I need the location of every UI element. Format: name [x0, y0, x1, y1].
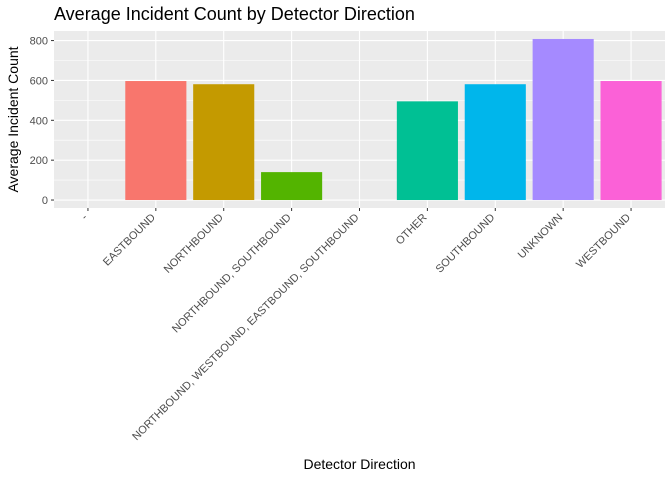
- x-tick-label: NORTHBOUND, SOUTHBOUND: [170, 212, 294, 336]
- chart-title: Average Incident Count by Detector Direc…: [54, 4, 415, 24]
- bar: [396, 101, 458, 201]
- bar: [464, 84, 526, 201]
- x-tick-label: UNKNOWN: [516, 212, 566, 262]
- x-tick-label: -: [79, 211, 90, 222]
- bar: [600, 81, 662, 201]
- x-tick-label: NORTHBOUND: [162, 212, 226, 276]
- x-tick-label: NORTHBOUND, WESTBOUND, EASTBOUND, SOUTHB…: [130, 212, 361, 443]
- bar: [125, 81, 187, 201]
- y-tick-label: 0: [42, 195, 48, 207]
- bar: [193, 84, 255, 201]
- x-tick-label: WESTBOUND: [574, 212, 633, 271]
- bars: [125, 38, 662, 201]
- x-tick-label: SOUTHBOUND: [434, 212, 498, 276]
- bar: [532, 38, 594, 201]
- x-tick-label: OTHER: [394, 212, 430, 248]
- y-tick-label: 200: [30, 155, 48, 167]
- y-axis-title: Average Incident Count: [5, 46, 21, 192]
- x-tick-label: EASTBOUND: [101, 212, 158, 269]
- y-tick-label: 400: [30, 115, 48, 127]
- x-axis-title: Detector Direction: [303, 456, 415, 472]
- y-tick-label: 800: [30, 36, 48, 48]
- bar: [261, 172, 323, 201]
- y-tick-label: 600: [30, 75, 48, 87]
